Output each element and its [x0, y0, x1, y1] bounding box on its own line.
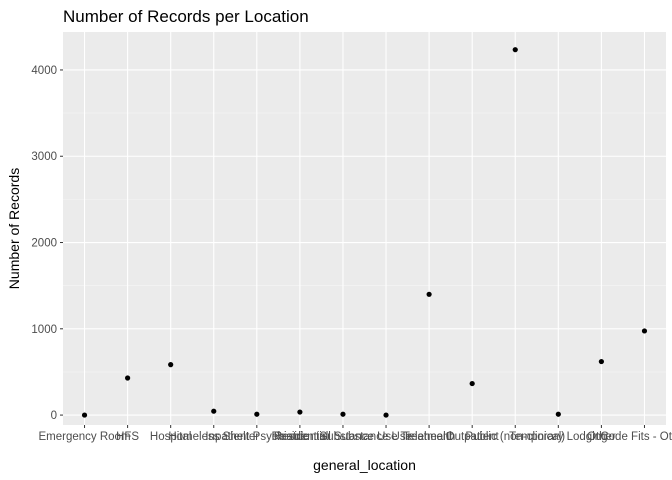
x-tick-label: Hospital [150, 431, 192, 443]
data-point [211, 408, 217, 414]
data-point [641, 328, 648, 334]
data-point [598, 358, 604, 365]
x-tick-label: Other [587, 431, 616, 443]
chart-title: Number of Records per Location [63, 7, 309, 26]
x-tick-label: Temporary Lodging [509, 431, 607, 443]
x-tick-label: Substance Use Treatment [320, 431, 454, 443]
y-tick-label: 3000 [31, 151, 57, 163]
y-axis-title: Number of Records [6, 168, 22, 289]
y-tick-label: 0 [51, 410, 57, 422]
x-tick-label: Telehealth [403, 431, 455, 443]
x-axis-title: general_location [313, 457, 416, 473]
x-tick-label: Homeless Shelter [168, 431, 259, 443]
minor-gridlines [63, 112, 666, 373]
y-tick-label: 1000 [31, 324, 57, 336]
data-point [254, 411, 260, 417]
data-point [81, 412, 88, 418]
data-point [297, 409, 303, 415]
y-tick-label: 4000 [31, 65, 57, 77]
data-point [555, 411, 561, 417]
data-point [426, 291, 432, 297]
y-tick-label: 2000 [31, 238, 57, 250]
data-points [81, 47, 648, 418]
data-point [383, 412, 389, 418]
data-point [168, 362, 174, 368]
data-point [512, 47, 518, 53]
x-tick-label: Emergency Room [39, 431, 131, 443]
x-tick-label: Inpatient Psychiatric [205, 431, 308, 443]
x-tick-label: HFS [116, 431, 139, 443]
plot-panel [63, 32, 666, 425]
x-tick-label: Public (non-clinical) [465, 431, 565, 443]
x-tick-label: Outpatient [446, 431, 500, 443]
data-point [125, 375, 131, 381]
data-point [340, 411, 346, 417]
data-point [469, 380, 475, 387]
x-tick-label: Residential Substance Use [274, 431, 412, 443]
x-tick-label: Code Fits - Other [600, 431, 672, 443]
y-axis-ticks: 0 1000 2000 3000 4000 [31, 65, 63, 422]
x-tick-label: Residential [271, 431, 328, 443]
